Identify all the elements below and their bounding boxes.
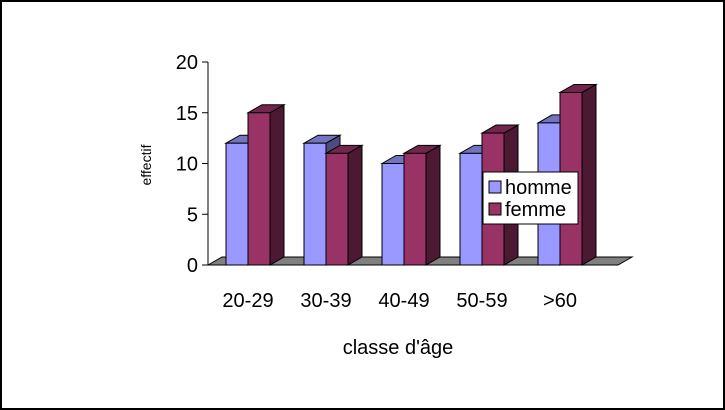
y-tick-label: 15 [176, 103, 198, 125]
legend-swatch-homme [488, 180, 502, 194]
x-category-label: 50-59 [456, 290, 507, 312]
bar-femme-30-39 [324, 144, 364, 266]
y-axis-ticks: 0 5 10 15 20 [176, 52, 208, 277]
bar-side [425, 144, 441, 266]
bar-femme-40-49 [402, 144, 442, 266]
bar-front [225, 142, 249, 266]
bar-front [403, 152, 427, 266]
bar-front [381, 163, 405, 266]
y-axis-label: effectif [138, 144, 154, 185]
bar-femme-20-29 [246, 103, 286, 266]
x-category-label: >60 [543, 290, 577, 312]
y-tick-label: 20 [176, 52, 198, 74]
legend-swatch-femme [488, 202, 502, 216]
x-axis-label: classe d'âge [343, 337, 454, 359]
legend: homme femme [482, 171, 579, 225]
legend-label-homme: homme [505, 177, 572, 199]
bar-side [347, 144, 363, 266]
y-tick-label: 10 [176, 154, 198, 176]
bar-side [269, 103, 285, 266]
bar-front [459, 152, 483, 266]
bar-front [325, 152, 349, 266]
y-tick-label: 0 [187, 255, 198, 277]
x-axis-categories: 20-29 30-39 40-49 50-59 >60 [222, 290, 577, 312]
legend-label-femme: femme [505, 199, 566, 221]
bar-front [303, 142, 327, 266]
bar-side [581, 83, 597, 266]
x-category-label: 20-29 [222, 290, 273, 312]
x-category-label: 30-39 [300, 290, 351, 312]
x-category-label: 40-49 [378, 290, 429, 312]
y-tick-label: 5 [187, 204, 198, 226]
bar-front [247, 112, 271, 266]
